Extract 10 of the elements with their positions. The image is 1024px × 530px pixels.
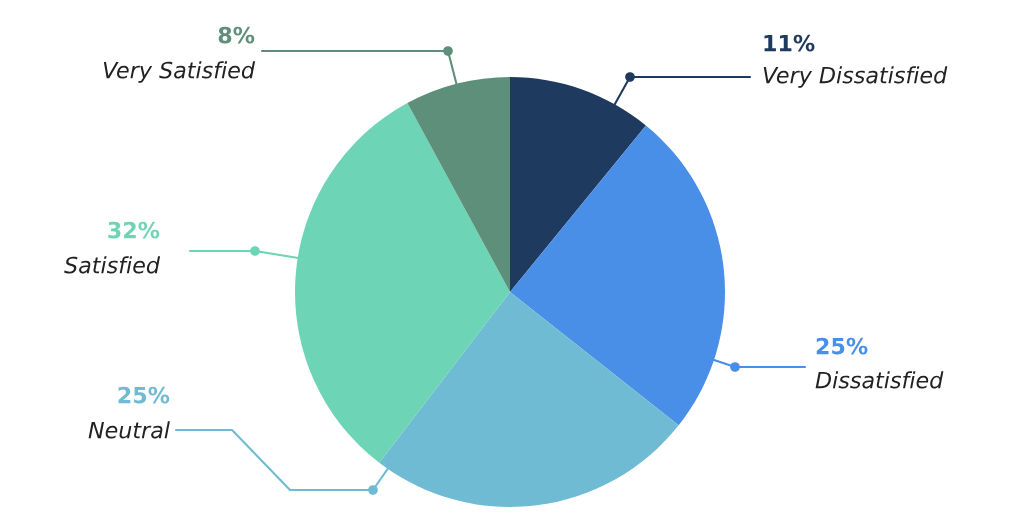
slice-label: Satisfied: [64, 256, 161, 274]
slice-label: Very Dissatisfied: [763, 66, 948, 88]
slice-label: Very Satisfied: [103, 61, 256, 83]
data-label: 25%: [816, 337, 868, 355]
data-label: 25%: [118, 386, 170, 404]
slice-label: Neutral: [88, 421, 170, 439]
slice-label: Dissatisfied: [815, 371, 944, 389]
data-label: 8%: [218, 26, 255, 44]
data-label: 32%: [108, 221, 160, 239]
data-label: 11%: [764, 34, 815, 52]
